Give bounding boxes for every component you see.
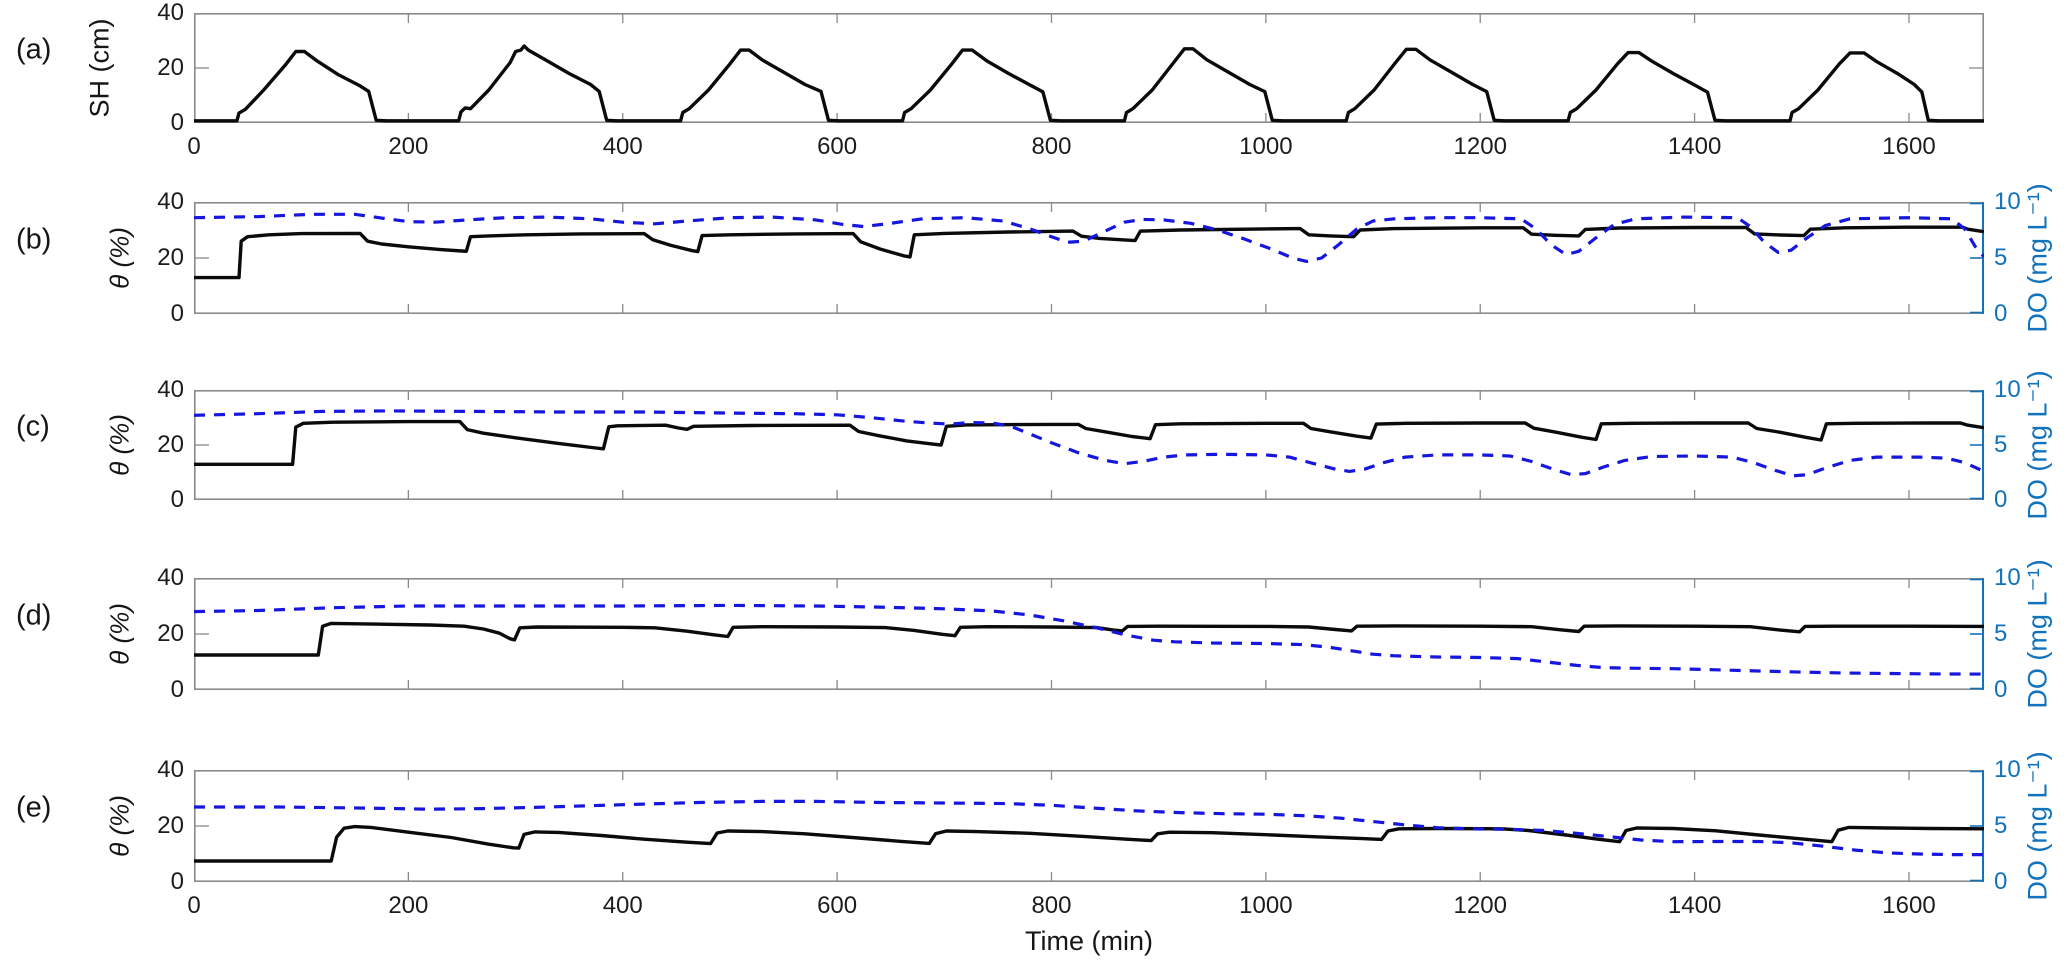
y-tick-label-left: 40 [157, 0, 184, 26]
x-tick-label: 600 [817, 892, 858, 919]
y-tick-label-left: 20 [157, 431, 184, 458]
x-axis-label: Time (min) [1025, 926, 1153, 956]
panel-letter-e: (e) [16, 791, 52, 824]
y-tick-label-left: 20 [157, 54, 184, 81]
y-tick-labels-right: 0 5 10 [1994, 190, 2040, 326]
series-theta [194, 824, 1984, 863]
y-tick-labels-left: 0 20 40 [130, 1, 184, 135]
y-axis-label-do-b: DO (mg L⁻¹) [2022, 183, 2053, 333]
y-tick-label-right: 0 [1994, 676, 2008, 703]
y-axis-label-theta-d: θ (%) [104, 603, 135, 665]
x-tick-label: 0 [187, 133, 201, 160]
y-tick-labels-left: 0 20 40 [130, 566, 184, 702]
x-tick-label: 600 [817, 133, 858, 160]
y-tick-label-left: 0 [170, 868, 184, 895]
y-tick-label-right: 5 [1994, 812, 2008, 839]
y-tick-label-left: 0 [170, 109, 184, 136]
plot-area-b [194, 202, 1984, 314]
y-axis-label-do-e: DO (mg L⁻¹) [2022, 751, 2053, 901]
y-tick-labels-right: 0 5 10 [1994, 566, 2040, 702]
x-tick-label: 1200 [1453, 892, 1507, 919]
y-tick-label-left: 40 [157, 188, 184, 215]
y-tick-label-right: 0 [1994, 486, 2008, 513]
x-tick-label: 1400 [1667, 133, 1722, 160]
x-tick-label: 1200 [1453, 133, 1507, 160]
series-dissolved-oxygen [194, 409, 1984, 478]
y-tick-label-right: 10 [1994, 564, 2021, 591]
x-tick-label: 200 [388, 892, 429, 919]
panel-letter-a: (a) [16, 33, 52, 66]
x-tick-labels-e: 0 200 400 600 800 1000 1200 1400 1600 [187, 890, 1984, 920]
y-axis-label-do-d: DO (mg L⁻¹) [2022, 559, 2053, 709]
panel-letter-b: (b) [16, 223, 52, 256]
series-theta [194, 225, 1984, 280]
panel-letter-c: (c) [16, 410, 50, 443]
y-tick-label-left: 20 [157, 244, 184, 271]
y-tick-label-right: 0 [1994, 300, 2008, 327]
x-tick-label: 0 [187, 892, 201, 919]
y-tick-label-right: 10 [1994, 376, 2021, 403]
x-tick-label: 1000 [1239, 892, 1293, 919]
y-axis-label-sh: SH (cm) [84, 18, 115, 118]
series-theta [194, 419, 1984, 467]
series-dissolved-oxygen [194, 603, 1984, 676]
series-sludge-height [194, 44, 1984, 123]
y-tick-label-right: 5 [1994, 431, 2008, 458]
x-tick-label: 200 [388, 133, 429, 160]
series-dissolved-oxygen [194, 799, 1984, 857]
plot-area-e [194, 770, 1984, 882]
panel-letter-d: (d) [16, 599, 52, 632]
x-tick-label: 800 [1031, 892, 1072, 919]
y-axis-label-theta-b: θ (%) [104, 227, 135, 289]
y-tick-labels-left: 0 20 40 [130, 190, 184, 326]
y-tick-label-left: 20 [157, 620, 184, 647]
y-tick-labels-right: 0 5 10 [1994, 378, 2040, 512]
x-tick-label: 800 [1031, 133, 1072, 160]
y-axis-label-theta-e: θ (%) [104, 795, 135, 857]
series-theta [194, 621, 1984, 657]
x-tick-label: 1600 [1882, 133, 1936, 160]
x-tick-label: 400 [602, 133, 643, 160]
plot-area-d [194, 578, 1984, 690]
y-tick-label-left: 0 [170, 300, 184, 327]
y-tick-label-left: 0 [170, 676, 184, 703]
x-tick-label: 1000 [1239, 133, 1293, 160]
y-tick-label-left: 20 [157, 812, 184, 839]
y-axis-label-do-c: DO (mg L⁻¹) [2022, 370, 2053, 520]
plot-area-a [194, 13, 1984, 123]
x-tick-label: 1400 [1667, 892, 1722, 919]
plot-area-c [194, 390, 1984, 500]
y-tick-label-right: 10 [1994, 756, 2021, 783]
y-tick-label-left: 40 [157, 756, 184, 783]
y-tick-labels-right: 0 5 10 [1994, 758, 2040, 894]
y-tick-labels-left: 0 20 40 [130, 758, 184, 894]
y-tick-label-left: 40 [157, 376, 184, 403]
y-tick-label-right: 5 [1994, 244, 2008, 271]
y-tick-label-right: 5 [1994, 620, 2008, 647]
x-tick-label: 400 [602, 892, 643, 919]
x-tick-labels-a: 0 200 400 600 800 1000 1200 1400 1600 [187, 131, 1984, 161]
y-tick-label-left: 0 [170, 486, 184, 513]
series-dissolved-oxygen [194, 212, 1984, 264]
y-axis-label-theta-c: θ (%) [104, 414, 135, 476]
x-tick-label: 1600 [1882, 892, 1936, 919]
y-tick-label-left: 40 [157, 564, 184, 591]
y-tick-labels-left: 0 20 40 [130, 378, 184, 512]
y-tick-label-right: 10 [1994, 188, 2021, 215]
y-tick-label-right: 0 [1994, 868, 2008, 895]
